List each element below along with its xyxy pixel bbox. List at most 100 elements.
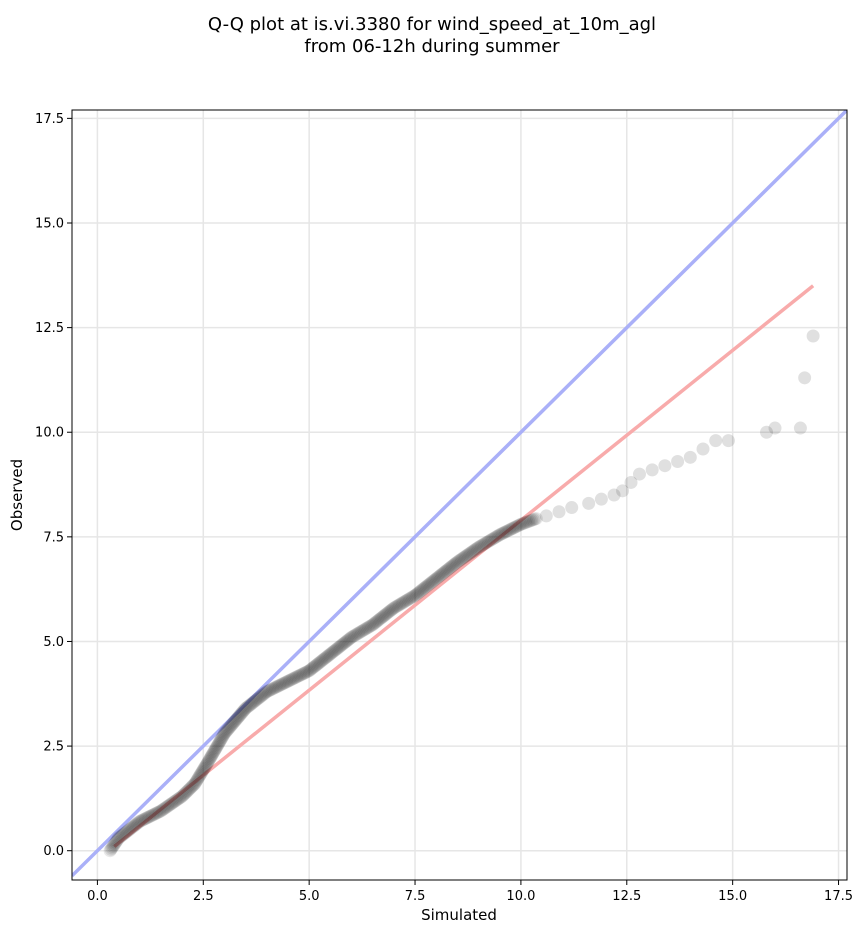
qq-point (333, 639, 347, 653)
qq-point (321, 649, 335, 663)
qq-point (497, 526, 511, 540)
qq-point (187, 778, 201, 792)
qq-point (111, 833, 125, 847)
qq-point (491, 529, 505, 543)
qq-point (341, 633, 355, 647)
qq-point (498, 525, 512, 539)
qq-point (384, 603, 398, 617)
qq-point (323, 647, 337, 661)
qq-point (231, 711, 245, 725)
qq-point (552, 505, 566, 519)
qq-point (208, 743, 222, 757)
qq-point (196, 763, 210, 777)
qq-point (645, 463, 659, 477)
qq-point (504, 522, 518, 536)
qq-point (210, 739, 224, 753)
qq-point (254, 690, 268, 704)
qq-point (179, 786, 193, 800)
y-tick-label: 15.0 (35, 216, 64, 231)
qq-point (216, 729, 230, 743)
qq-point (400, 593, 414, 607)
chart-title-line-2: from 06-12h during summer (304, 36, 560, 57)
qq-point (186, 779, 200, 793)
qq-point (398, 594, 412, 608)
qq-point (477, 537, 491, 551)
qq-point (439, 564, 453, 578)
qq-point (229, 713, 243, 727)
qq-point (227, 716, 241, 730)
qq-point (517, 516, 531, 530)
qq-point (145, 808, 159, 822)
qq-point (359, 622, 373, 636)
qq-point (302, 664, 316, 678)
qq-point (184, 780, 198, 794)
qq-point (305, 662, 319, 676)
qq-point (696, 442, 710, 456)
qq-point (448, 557, 462, 571)
qq-point (507, 521, 521, 535)
qq-point (199, 759, 213, 773)
qq-point (594, 492, 608, 506)
qq-point (205, 747, 219, 761)
qq-point (251, 692, 265, 706)
qq-point (391, 598, 405, 612)
qq-point (273, 678, 287, 692)
qq-point (129, 817, 143, 831)
qq-point (288, 671, 302, 685)
qq-point (798, 371, 812, 385)
qq-point (520, 515, 534, 529)
qq-point (363, 619, 377, 633)
qq-point (337, 636, 351, 650)
qq-point (127, 819, 141, 833)
qq-point (209, 740, 223, 754)
qq-point (390, 599, 404, 613)
qq-point (382, 605, 396, 619)
qq-point (419, 580, 433, 594)
qq-point (157, 802, 171, 816)
qq-point (442, 562, 456, 576)
qq-point (166, 796, 180, 810)
x-tick-label: 12.5 (612, 889, 641, 904)
qq-point (280, 675, 294, 689)
qq-point (287, 671, 301, 685)
qq-point (176, 788, 190, 802)
qq-point (458, 549, 472, 563)
qq-point (483, 534, 497, 548)
qq-point (440, 563, 454, 577)
qq-point (461, 548, 475, 562)
y-axis: 0.0 2.5 5.0 7.5 10.0 12.5 15.0 17.5 (35, 112, 72, 859)
qq-point (298, 666, 312, 680)
qq-point (529, 512, 543, 526)
qq-point (414, 584, 428, 598)
qq-point (163, 798, 177, 812)
qq-point (376, 610, 390, 624)
qq-point (760, 425, 774, 439)
qq-point (487, 531, 501, 545)
qq-point (427, 574, 441, 588)
qq-point (368, 616, 382, 630)
qq-point (284, 673, 298, 687)
qq-point (270, 680, 284, 694)
qq-point (472, 540, 486, 554)
qq-point (108, 837, 122, 851)
identity-line (72, 110, 847, 878)
qq-point (223, 721, 237, 735)
qq-point (522, 514, 536, 528)
y-tick-label: 12.5 (35, 321, 64, 336)
qq-point (480, 535, 494, 549)
qq-point (340, 634, 354, 648)
qq-point (484, 533, 498, 547)
qq-point (307, 660, 321, 674)
qq-point (192, 770, 206, 784)
qq-point (188, 777, 202, 791)
qq-point (381, 606, 395, 620)
qq-point (683, 450, 697, 464)
qq-point (136, 813, 150, 827)
qq-point (428, 573, 442, 587)
qq-point (237, 704, 251, 718)
qq-point (171, 792, 185, 806)
qq-point (411, 586, 425, 600)
qq-point (616, 484, 630, 498)
qq-point (123, 822, 137, 836)
qq-point (150, 806, 164, 820)
